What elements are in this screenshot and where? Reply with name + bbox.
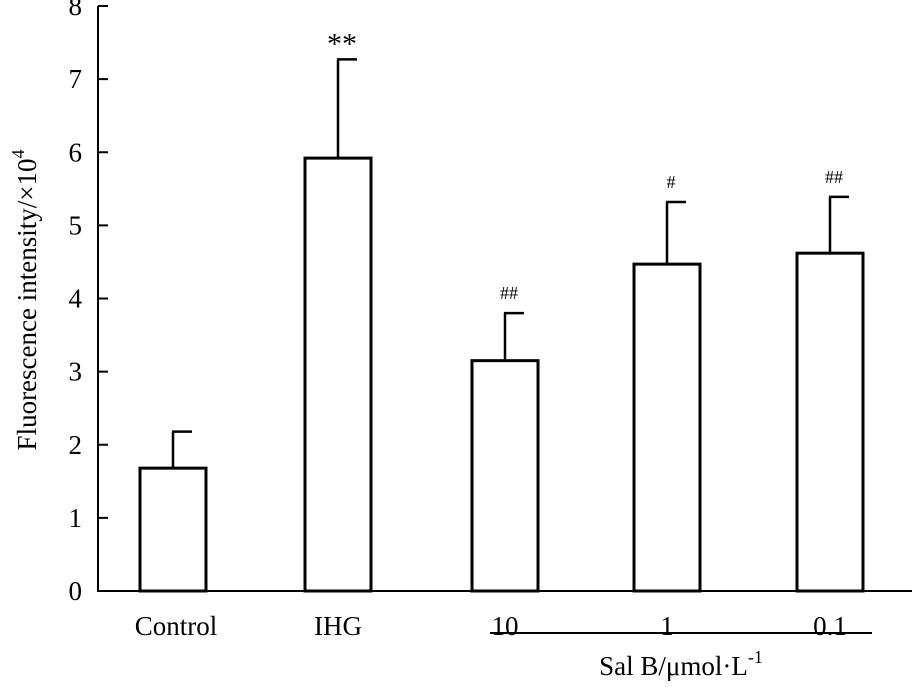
y-tick-label: 5 xyxy=(69,210,83,240)
x-tick-label: IHG xyxy=(314,611,362,641)
y-axis-label-text: Fluorescence intensity/×10 xyxy=(12,159,42,451)
y-tick-label: 6 xyxy=(69,137,83,167)
y-tick-label: 8 xyxy=(69,0,83,21)
group-label-text: Sal B/μmol·L xyxy=(599,651,748,681)
x-tick-label: 1 xyxy=(660,611,674,641)
y-tick-label: 7 xyxy=(69,64,83,94)
y-tick-label: 0 xyxy=(69,576,83,606)
x-tick-label: Control xyxy=(135,611,218,641)
y-tick-label: 4 xyxy=(69,284,83,314)
bar xyxy=(795,251,865,593)
group-label-superscript: -1 xyxy=(748,647,763,667)
y-axis-label-superscript: 4 xyxy=(8,150,28,159)
labels: Fluorescence intensity/×104**### ##Contro… xyxy=(8,27,872,681)
x-tick-label: 0.1 xyxy=(813,611,847,641)
bar xyxy=(303,156,373,593)
y-tick-label: 1 xyxy=(69,503,83,533)
axes: 0 1 2 3 4 5 6 7 8 xyxy=(69,0,912,606)
bar xyxy=(138,466,208,593)
bar xyxy=(470,359,540,593)
group-label: Sal B/μmol·L-1 xyxy=(599,647,763,681)
bar xyxy=(632,262,702,593)
bars xyxy=(138,58,865,593)
significance-label: ## xyxy=(500,283,518,303)
y-tick-label: 2 xyxy=(69,430,83,460)
y-tick-label: 3 xyxy=(69,357,83,387)
y-axis-label: Fluorescence intensity/×104 xyxy=(8,150,42,451)
significance-label: # xyxy=(667,172,676,192)
x-tick-label: 10 xyxy=(492,611,519,641)
significance-label: ** xyxy=(327,27,357,60)
significance-label: ## xyxy=(825,167,843,187)
